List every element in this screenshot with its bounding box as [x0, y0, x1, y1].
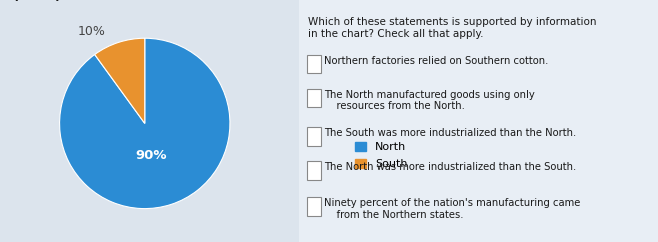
Text: 90%: 90%	[136, 149, 167, 162]
Wedge shape	[60, 38, 230, 209]
Text: The North manufactured goods using only
    resources from the North.: The North manufactured goods using only …	[324, 90, 535, 111]
Text: Ninety percent of the nation's manufacturing came
    from the Northern states.: Ninety percent of the nation's manufactu…	[324, 198, 581, 220]
Text: The South was more industrialized than the North.: The South was more industrialized than t…	[324, 128, 576, 138]
Text: Which of these statements is supported by information
in the chart? Check all th: Which of these statements is supported b…	[308, 17, 596, 38]
Wedge shape	[95, 38, 145, 123]
Legend: North, South: North, South	[351, 137, 412, 174]
Text: 10%: 10%	[78, 25, 106, 38]
Text: Northern factories relied on Southern cotton.: Northern factories relied on Southern co…	[324, 56, 549, 66]
Text: Manufacturing by US Region
(1860): Manufacturing by US Region (1860)	[13, 0, 227, 3]
Text: The North was more industrialized than the South.: The North was more industrialized than t…	[324, 162, 576, 172]
